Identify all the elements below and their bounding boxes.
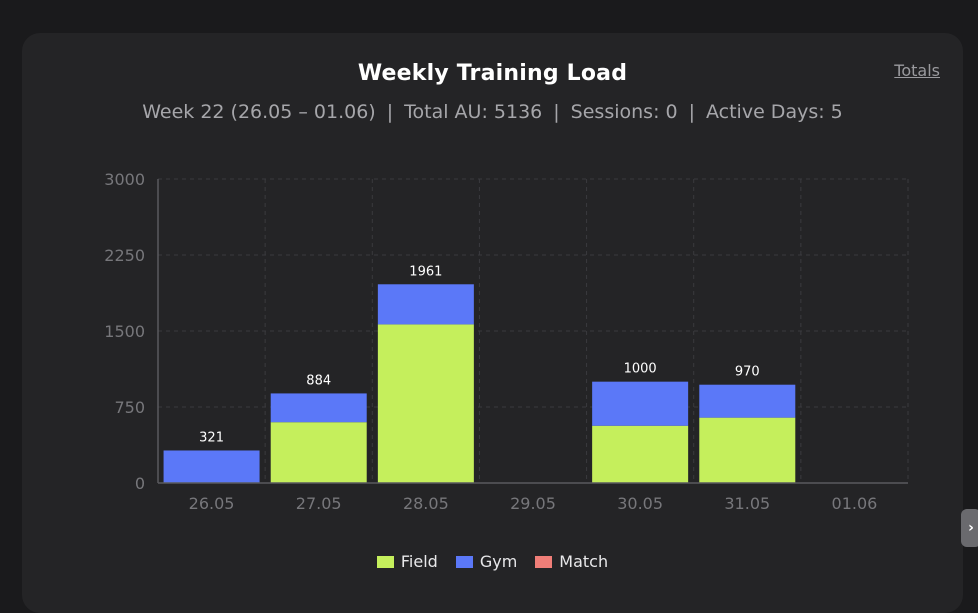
legend-item-match[interactable]: Match: [535, 552, 608, 571]
data-label: 970: [735, 365, 760, 380]
x-tick-label: 30.05: [617, 494, 663, 513]
bar-field: [377, 324, 474, 483]
data-label: 321: [199, 430, 224, 445]
total-au: Total AU: 5136: [404, 101, 543, 123]
legend-swatch-match: [535, 555, 553, 568]
legend-label-gym: Gym: [479, 552, 518, 571]
bar-gym: [592, 381, 689, 426]
x-tick-label: 29.05: [510, 494, 556, 513]
bar-gym: [270, 393, 367, 423]
y-tick-label: 1500: [104, 322, 145, 341]
y-tick-label: 2250: [104, 246, 145, 265]
separator: |: [688, 101, 695, 123]
active-days: Active Days: 5: [706, 101, 843, 123]
data-label: 1000: [624, 362, 657, 377]
x-tick-label: 27.05: [296, 494, 342, 513]
legend-swatch-field: [376, 555, 394, 568]
totals-link[interactable]: Totals: [894, 61, 940, 80]
legend-item-gym[interactable]: Gym: [455, 552, 518, 571]
data-label: 1961: [409, 264, 442, 279]
bar-field: [592, 425, 689, 483]
y-tick-label: 750: [114, 398, 145, 417]
chart-card: Weekly Training Load Totals Week 22 (26.…: [22, 33, 963, 613]
week-range: Week 22 (26.05 – 01.06): [142, 101, 376, 123]
data-label: 884: [306, 373, 331, 388]
bar-gym: [163, 450, 260, 483]
legend-item-field[interactable]: Field: [376, 552, 438, 571]
chart-subtitle: Week 22 (26.05 – 01.06) | Total AU: 5136 | S…: [22, 101, 963, 123]
bar-gym: [699, 384, 796, 418]
chevron-right-icon[interactable]: ›: [961, 509, 978, 547]
x-tick-label: 31.05: [724, 494, 770, 513]
legend-label-field: Field: [400, 552, 438, 571]
legend-swatch-gym: [455, 555, 473, 568]
bar-field: [699, 417, 796, 483]
bar-gym: [377, 284, 474, 325]
y-tick-label: 3000: [104, 170, 145, 189]
chart-legend: Field Gym Match: [22, 552, 963, 571]
training-load-chart: 0 750 1500 2250 3000 321 26.05 884 27.05 1961 28.0…: [104, 170, 909, 513]
x-tick-label: 26.05: [189, 494, 235, 513]
chart-title: Weekly Training Load: [357, 61, 628, 86]
sessions-count: Sessions: 0: [570, 101, 678, 123]
legend-label-match: Match: [559, 552, 609, 571]
separator: |: [553, 101, 560, 123]
y-tick-label: 0: [135, 474, 145, 493]
bar-field: [270, 422, 367, 483]
x-tick-label: 28.05: [403, 494, 449, 513]
separator: |: [386, 101, 394, 123]
x-tick-label: 01.06: [832, 494, 878, 513]
